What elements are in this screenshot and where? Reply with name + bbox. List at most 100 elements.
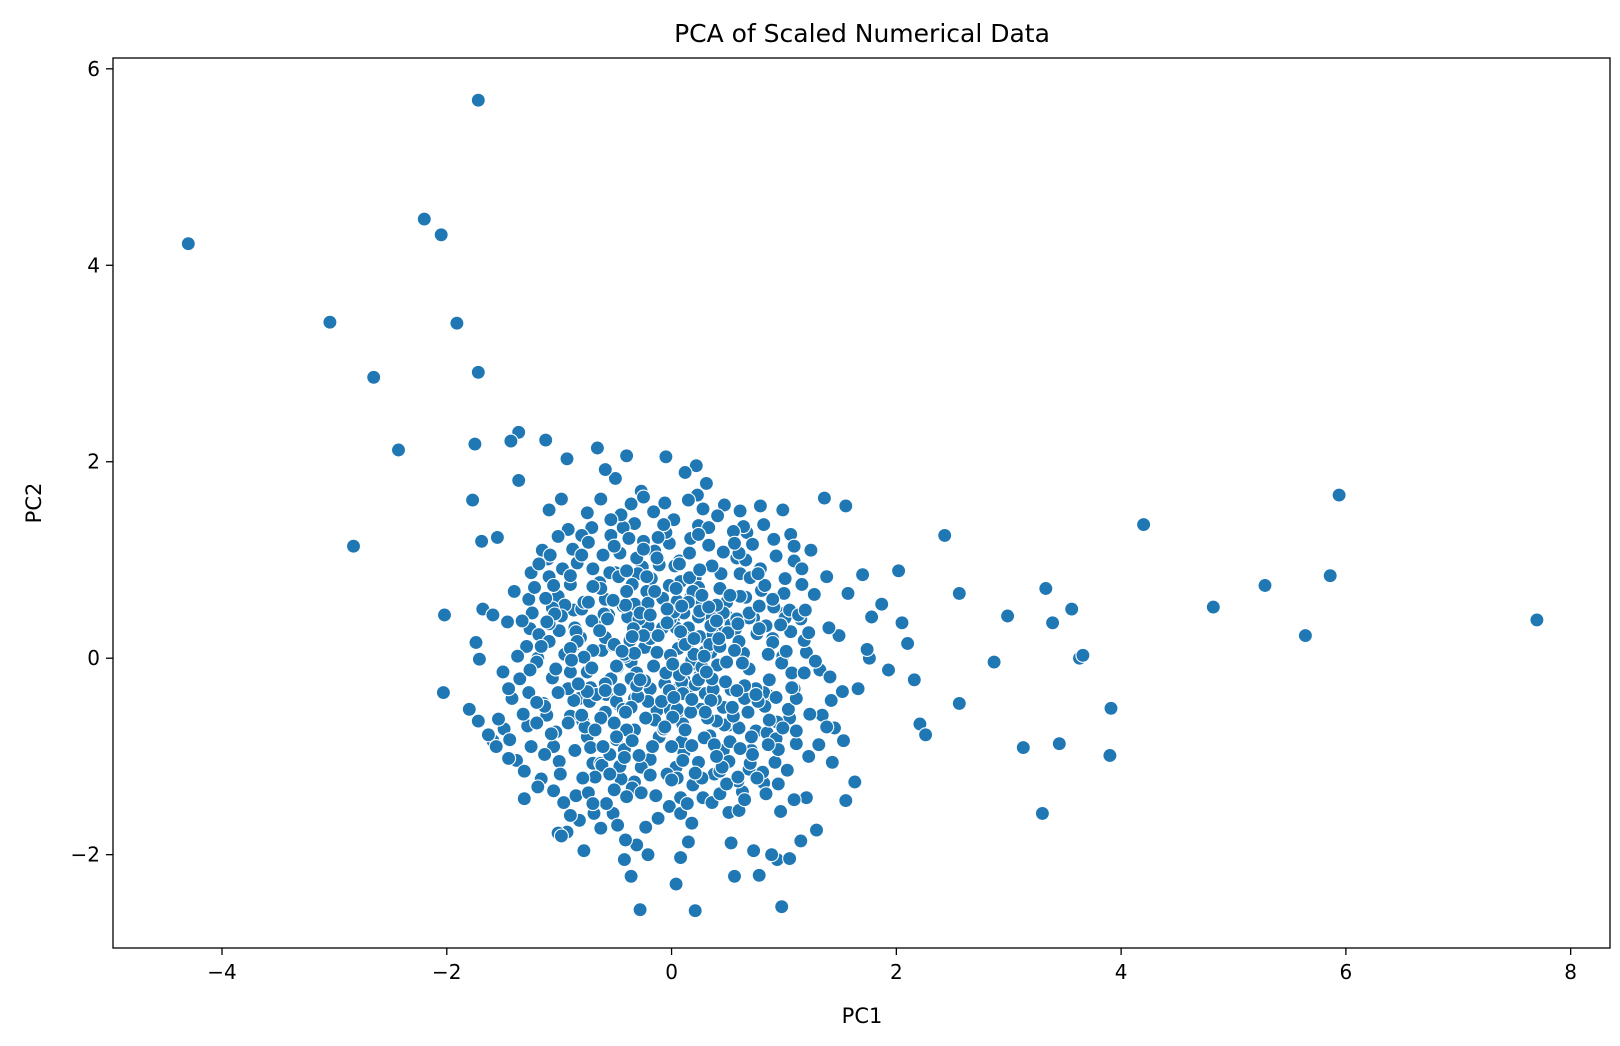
plot-area-frame [112, 57, 1611, 949]
data-point [619, 583, 635, 599]
data-point [859, 641, 875, 657]
data-point [838, 498, 854, 514]
data-point [681, 545, 698, 561]
data-point [688, 458, 704, 474]
data-point [605, 592, 621, 608]
data-point [638, 819, 654, 835]
data-point [1205, 599, 1221, 615]
data-point [796, 665, 812, 681]
data-point [515, 706, 531, 722]
data-point [567, 742, 583, 759]
data-point [698, 664, 714, 680]
data-point [599, 611, 616, 627]
data-point [764, 847, 780, 863]
data-point [633, 785, 649, 801]
x-tick-label: −2 [432, 960, 461, 984]
data-point [650, 529, 666, 545]
data-point [1075, 647, 1091, 663]
data-point [794, 561, 810, 577]
data-point [680, 492, 696, 508]
data-point [666, 689, 682, 706]
data-point [597, 683, 613, 699]
data-point [802, 706, 818, 722]
data-point [724, 699, 740, 715]
data-point [752, 498, 768, 514]
data-point [465, 492, 481, 508]
data-point [788, 736, 804, 752]
data-point [684, 815, 700, 831]
data-point [529, 694, 545, 710]
data-point [756, 517, 772, 533]
data-point [642, 607, 658, 623]
data-point [1257, 577, 1273, 594]
data-point [631, 747, 647, 764]
data-point [1045, 615, 1061, 631]
data-point [390, 442, 407, 458]
data-point [1000, 608, 1016, 624]
data-point [501, 681, 517, 697]
data-point [658, 449, 674, 465]
data-point [726, 535, 743, 551]
x-tick-label: 8 [1564, 960, 1577, 984]
data-point [468, 634, 484, 651]
data-point [777, 571, 793, 587]
data-point [467, 436, 483, 452]
data-point [684, 738, 700, 754]
data-point [595, 547, 611, 563]
data-point [617, 832, 634, 848]
data-point [767, 754, 783, 770]
data-point [490, 711, 507, 727]
data-point [1034, 805, 1050, 821]
data-point [717, 674, 734, 690]
data-point [502, 732, 518, 748]
data-point [436, 607, 453, 623]
data-point [624, 733, 640, 749]
data-point [665, 709, 681, 725]
data-point [732, 503, 748, 519]
data-point [770, 776, 786, 792]
data-point [701, 599, 717, 615]
data-point [608, 729, 625, 745]
data-point [539, 614, 555, 630]
data-point [416, 211, 432, 227]
data-point [765, 591, 781, 607]
data-point [580, 594, 596, 610]
data-point [834, 684, 850, 700]
data-point [614, 643, 630, 659]
data-point [768, 548, 784, 564]
data-point [690, 526, 707, 542]
data-point [719, 654, 735, 670]
data-point [541, 502, 557, 518]
data-point [580, 534, 596, 550]
data-point [512, 671, 528, 687]
data-point [597, 462, 613, 478]
data-point [680, 834, 696, 850]
data-point [774, 899, 790, 915]
data-point [584, 520, 600, 536]
data-point [906, 672, 922, 688]
data-point [659, 615, 675, 631]
data-point [485, 607, 501, 623]
data-point [603, 512, 619, 528]
data-point [551, 753, 567, 769]
data-point [180, 236, 196, 252]
data-point [621, 530, 637, 546]
data-point [550, 685, 566, 701]
data-point [794, 576, 810, 593]
data-point [568, 788, 584, 804]
data-point [801, 625, 817, 641]
x-tick-label: 2 [890, 960, 903, 984]
data-point [489, 529, 505, 545]
data-point [501, 750, 517, 766]
data-point [617, 704, 634, 720]
data-point [576, 843, 592, 859]
data-point [635, 541, 652, 557]
data-point [366, 369, 382, 385]
data-point [470, 364, 486, 380]
data-point [793, 833, 809, 849]
data-point [521, 685, 537, 701]
data-point [583, 740, 599, 756]
data-point [570, 676, 586, 692]
data-point [553, 828, 569, 844]
data-point [737, 792, 753, 808]
